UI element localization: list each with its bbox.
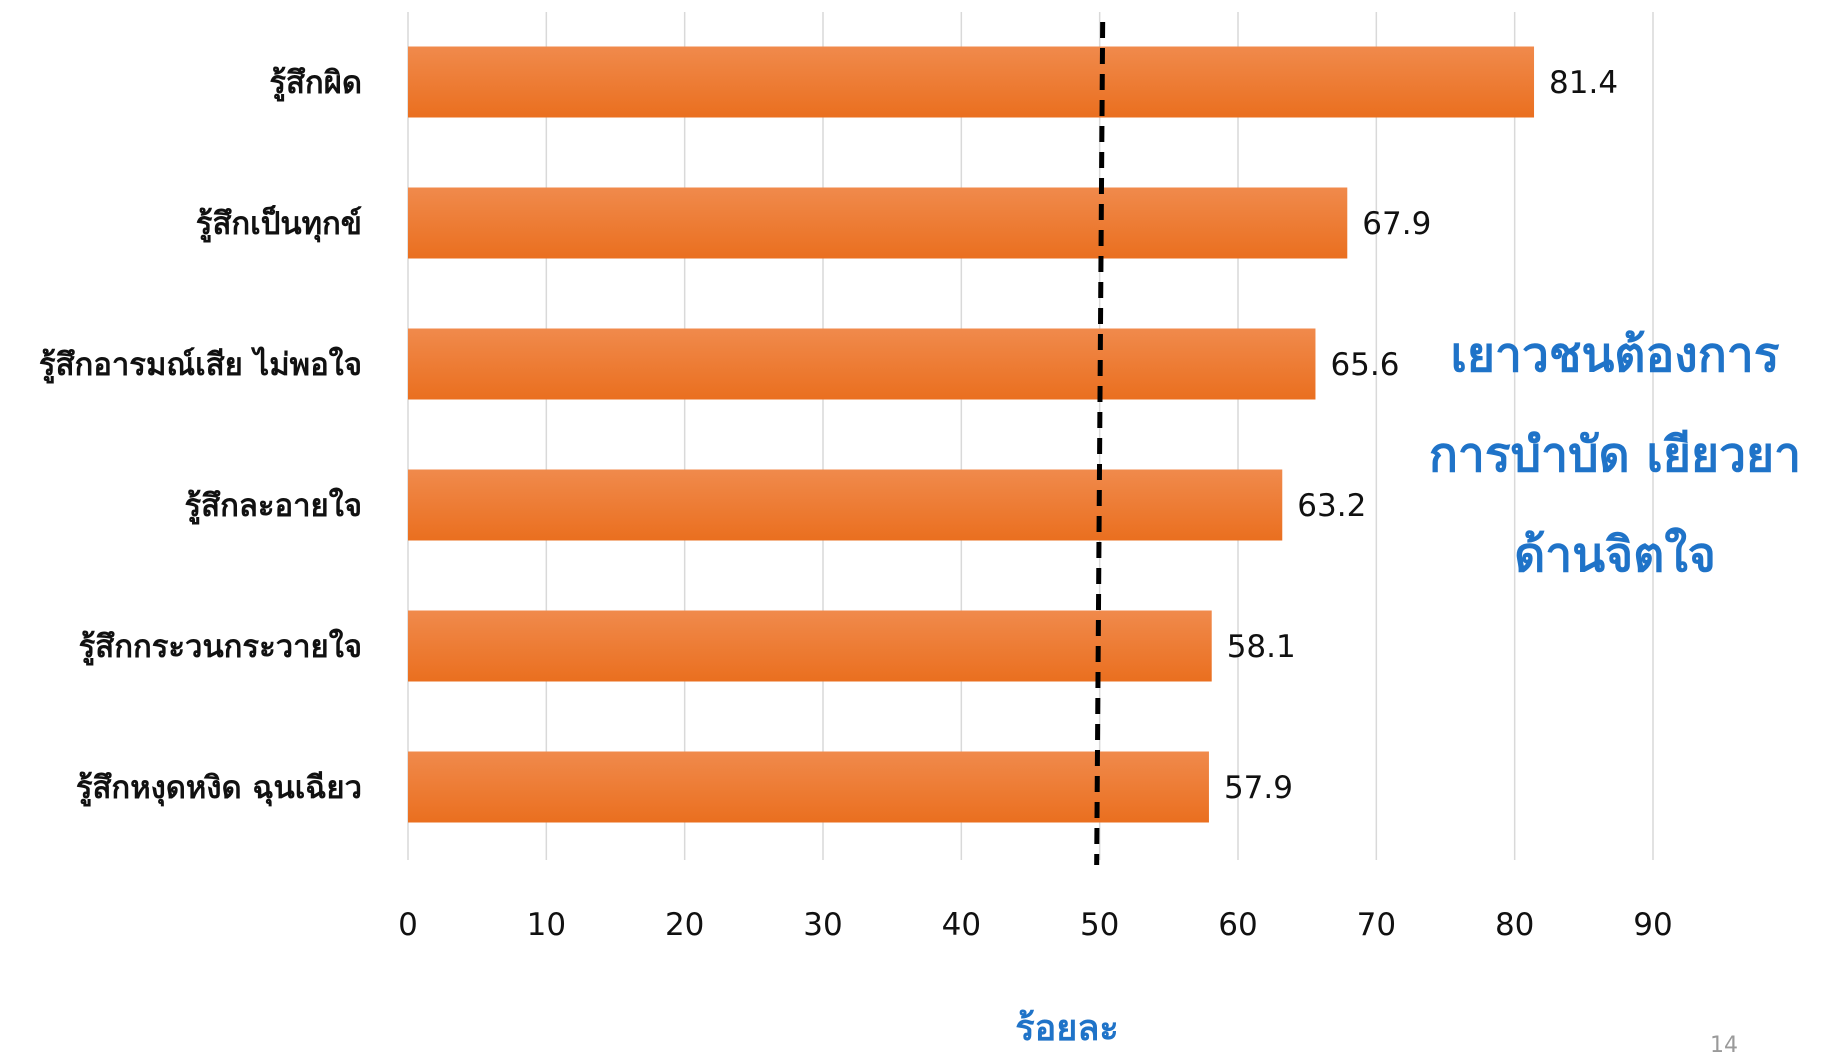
slide-number: 14 [1710,1033,1738,1058]
x-tick-label: 40 [942,907,981,943]
bar [408,751,1209,823]
callout-line-2: การบำบัด เยียวยา [1428,427,1802,483]
data-labels: 81.4 67.9 65.6 63.2 58.1 57.9 [1224,65,1618,806]
callout-line-1: เยาวชนต้องการ [1450,327,1780,383]
category-label: รู้สึกผิด [269,65,362,102]
category-label: รู้สึกเป็นทุกข์ [196,204,362,243]
reference-line [1094,21,1106,866]
x-tick-label: 30 [803,907,842,943]
bar [408,610,1212,682]
callout-text: เยาวชนต้องการ การบำบัด เยียวยา ด้านจิตใจ [1380,305,1841,605]
category-label: รู้สึกหงุดหงิด ฉุนเฉียว [76,770,362,807]
bar [408,187,1348,259]
data-label: 63.2 [1297,488,1366,524]
bar [408,328,1316,400]
data-label: 58.1 [1227,629,1296,665]
bars [408,46,1535,823]
reference-line-group [1094,21,1106,866]
x-axis-title: ร้อยละ [1015,1008,1118,1049]
bar [408,46,1535,118]
data-label: 57.9 [1224,770,1293,806]
category-labels: รู้สึกผิดรู้สึกเป็นทุกข์รู้สึกอารมณ์เสีย… [39,65,362,807]
data-label: 65.6 [1330,347,1399,383]
callout-line-3: ด้านจิตใจ [1514,527,1716,583]
category-label: รู้สึกกระวนกระวายใจ [79,628,362,666]
x-tick-label: 70 [1357,907,1396,943]
category-label: รู้สึกอารมณ์เสีย ไม่พอใจ [39,346,362,384]
bar [408,469,1283,541]
data-label: 81.4 [1549,65,1618,101]
x-tick-label: 80 [1495,907,1534,943]
x-tick-label: 60 [1218,907,1257,943]
x-tick-labels: 0 10 20 30 40 50 60 70 80 90 [398,907,1673,943]
x-tick-label: 20 [665,907,704,943]
category-label: รู้สึกละอายใจ [185,487,362,525]
data-label: 67.9 [1362,206,1431,242]
x-tick-label: 90 [1633,907,1672,943]
x-tick-label: 10 [527,907,566,943]
x-tick-label: 0 [398,907,418,943]
x-tick-label: 50 [1080,907,1119,943]
